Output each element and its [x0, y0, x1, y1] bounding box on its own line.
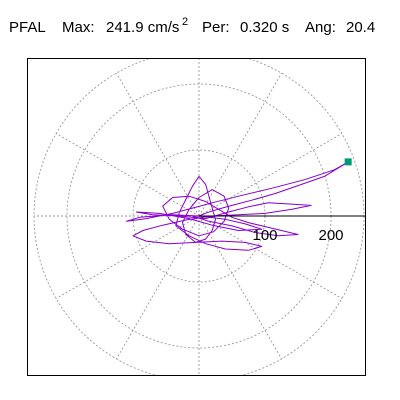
grid-spoke-120 [116, 72, 200, 217]
polar-grid [33, 59, 365, 375]
grid-spoke-330 [198, 215, 343, 299]
station-code: PFAL [9, 19, 46, 36]
grid-spoke-60 [198, 72, 282, 217]
angle-label: Ang: [305, 19, 336, 36]
period-value: 0.320 s [240, 19, 289, 36]
plot-header: PFAL Max: 241.9 cm/s 2 Per: 0.320 s Ang:… [9, 16, 375, 36]
max-label: Max: [62, 19, 95, 36]
radial-tick-label-200: 200 [318, 227, 343, 244]
angle-value: 20.4 [346, 19, 375, 36]
tick-label-layer: 100 200 [252, 227, 343, 244]
radial-tick-label-100: 100 [252, 227, 277, 244]
orbit-trace-layer [125, 161, 349, 251]
polar-plot: 100 200 [33, 59, 365, 375]
grid-spoke-240 [116, 215, 200, 360]
max-unit-exponent: 2 [182, 16, 188, 28]
max-value: 241.9 cm/s [106, 19, 179, 36]
period-label: Per: [202, 19, 230, 36]
orbit-trace-1 [125, 161, 349, 251]
grid-spoke-300 [198, 215, 282, 360]
grid-spoke-30 [198, 133, 343, 217]
peak-marker-layer [344, 158, 352, 166]
polar-plot-frame: 100 200 [27, 58, 366, 376]
grid-spoke-210 [55, 215, 200, 299]
grid-spoke-150 [55, 133, 200, 217]
peak-marker [344, 158, 352, 166]
